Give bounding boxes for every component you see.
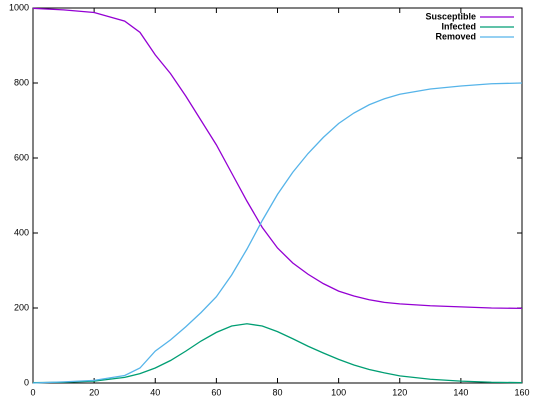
- x-tick-label: 80: [272, 387, 282, 397]
- y-tick-label: 800: [14, 77, 29, 87]
- y-tick-label: 400: [14, 227, 29, 237]
- y-tick-label: 600: [14, 152, 29, 162]
- legend-label: Susceptible: [425, 11, 476, 21]
- series-line: [32, 7, 523, 310]
- x-tick-label: 40: [150, 387, 160, 397]
- x-tick-label: 20: [89, 387, 99, 397]
- series-line: [32, 323, 523, 384]
- x-tick-label: 100: [331, 387, 346, 397]
- x-tick-label: 140: [453, 387, 468, 397]
- legend-label: Removed: [435, 31, 476, 41]
- legend-label: Infected: [441, 21, 476, 31]
- x-tick-label: 160: [514, 387, 529, 397]
- x-tick-label: 120: [392, 387, 407, 397]
- series-line: [32, 82, 523, 384]
- y-tick-label: 200: [14, 302, 29, 312]
- x-tick-label: 60: [211, 387, 221, 397]
- y-tick-label: 1000: [9, 2, 29, 12]
- y-tick-label: 0: [24, 377, 29, 387]
- x-tick-label: 0: [30, 387, 35, 397]
